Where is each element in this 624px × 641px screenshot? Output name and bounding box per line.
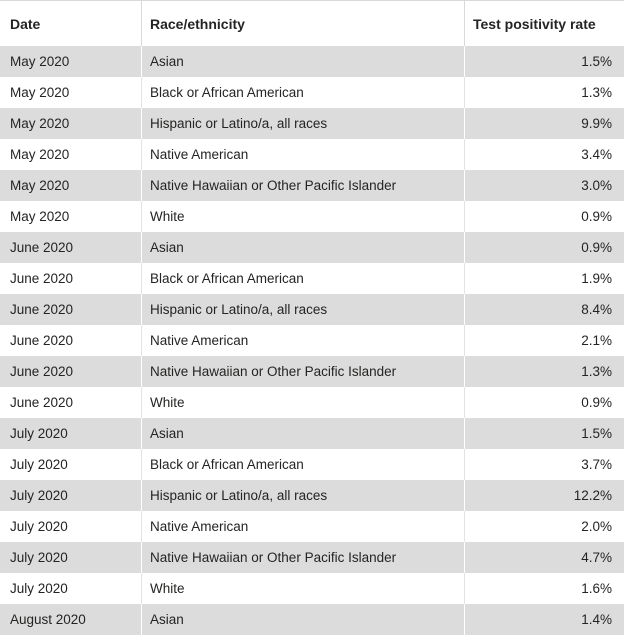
table-cell-date: May 2020	[0, 77, 141, 108]
table-row: June 2020 Hispanic or Latino/a, all races…	[0, 294, 624, 325]
table-cell-race: Hispanic or Latino/a, all races	[141, 108, 464, 139]
table-cell-race: Hispanic or Latino/a, all races	[141, 294, 464, 325]
table-row: July 2020 Native Hawaiian or Other Pacifi…	[0, 542, 624, 573]
table-row: May 2020 Black or African American 1.3%	[0, 77, 624, 108]
table-cell-rate: 0.9%	[464, 232, 624, 263]
table-cell-race: Asian	[141, 232, 464, 263]
table-cell-rate: 0.9%	[464, 201, 624, 232]
table-cell-rate: 2.1%	[464, 325, 624, 356]
table-cell-race: Asian	[141, 418, 464, 449]
table-body: May 2020 Asian 1.5% May 2020 Black or Africa…	[0, 46, 624, 635]
table-row: June 2020 Asian 0.9%	[0, 232, 624, 263]
table-cell-rate: 8.4%	[464, 294, 624, 325]
column-header-race-ethnicity[interactable]: Race/ethnicity	[141, 1, 464, 46]
table-cell-date: June 2020	[0, 356, 141, 387]
table-cell-date: May 2020	[0, 170, 141, 201]
table-cell-rate: 9.9%	[464, 108, 624, 139]
table-cell-rate: 1.6%	[464, 573, 624, 604]
table-cell-date: June 2020	[0, 387, 141, 418]
table-cell-date: August 2020	[0, 604, 141, 635]
table-row: July 2020 Hispanic or Latino/a, all races…	[0, 480, 624, 511]
table-cell-date: July 2020	[0, 480, 141, 511]
table-cell-race: White	[141, 573, 464, 604]
table-row: June 2020 Black or African American 1.9%	[0, 263, 624, 294]
table-cell-rate: 1.3%	[464, 356, 624, 387]
table-row: June 2020 Native Hawaiian or Other Pacifi…	[0, 356, 624, 387]
table-cell-date: July 2020	[0, 511, 141, 542]
table-cell-date: July 2020	[0, 542, 141, 573]
table-cell-rate: 1.4%	[464, 604, 624, 635]
table-cell-race: Native American	[141, 139, 464, 170]
table-cell-rate: 1.3%	[464, 77, 624, 108]
table-cell-race: White	[141, 201, 464, 232]
table-cell-date: July 2020	[0, 573, 141, 604]
table-row: June 2020 White 0.9%	[0, 387, 624, 418]
table-cell-date: May 2020	[0, 108, 141, 139]
table-row: May 2020 Hispanic or Latino/a, all races 9…	[0, 108, 624, 139]
table-cell-rate: 12.2%	[464, 480, 624, 511]
table-row: May 2020 Native Hawaiian or Other Pacific…	[0, 170, 624, 201]
table-cell-race: White	[141, 387, 464, 418]
table-cell-rate: 0.9%	[464, 387, 624, 418]
table-cell-rate: 3.7%	[464, 449, 624, 480]
table-cell-date: May 2020	[0, 201, 141, 232]
table-row: July 2020 Asian 1.5%	[0, 418, 624, 449]
table-row: May 2020 Native American 3.4%	[0, 139, 624, 170]
table-cell-race: Native Hawaiian or Other Pacific Islande…	[141, 356, 464, 387]
table-cell-date: June 2020	[0, 325, 141, 356]
table-cell-rate: 3.0%	[464, 170, 624, 201]
table-cell-race: Asian	[141, 604, 464, 635]
table-cell-race: Hispanic or Latino/a, all races	[141, 480, 464, 511]
table-header-row: Date Race/ethnicity Test positivity rate	[0, 1, 624, 46]
table-cell-date: June 2020	[0, 294, 141, 325]
table-row: June 2020 Native American 2.1%	[0, 325, 624, 356]
table-cell-race: Native American	[141, 325, 464, 356]
table-row: July 2020 White 1.6%	[0, 573, 624, 604]
table-cell-race: Native Hawaiian or Other Pacific Islande…	[141, 170, 464, 201]
table-cell-race: Asian	[141, 46, 464, 77]
table-cell-race: Black or African American	[141, 77, 464, 108]
table-cell-date: July 2020	[0, 418, 141, 449]
table-cell-rate: 1.9%	[464, 263, 624, 294]
column-header-test-positivity-rate[interactable]: Test positivity rate	[464, 1, 624, 46]
table-cell-rate: 1.5%	[464, 46, 624, 77]
table-cell-rate: 3.4%	[464, 139, 624, 170]
table-row: August 2020 Asian 1.4%	[0, 604, 624, 635]
table-cell-race: Black or African American	[141, 449, 464, 480]
table-cell-rate: 2.0%	[464, 511, 624, 542]
table-cell-rate: 4.7%	[464, 542, 624, 573]
table-row: July 2020 Black or African American 3.7%	[0, 449, 624, 480]
table-row: May 2020 White 0.9%	[0, 201, 624, 232]
table-cell-rate: 1.5%	[464, 418, 624, 449]
table-cell-date: July 2020	[0, 449, 141, 480]
table-cell-date: June 2020	[0, 232, 141, 263]
table-cell-date: June 2020	[0, 263, 141, 294]
table-cell-date: May 2020	[0, 46, 141, 77]
table-cell-date: May 2020	[0, 139, 141, 170]
table-cell-race: Native Hawaiian or Other Pacific Islande…	[141, 542, 464, 573]
table-cell-race: Black or African American	[141, 263, 464, 294]
table-cell-race: Native American	[141, 511, 464, 542]
column-header-date[interactable]: Date	[10, 15, 41, 32]
table-row: July 2020 Native American 2.0%	[0, 511, 624, 542]
table-row: May 2020 Asian 1.5%	[0, 46, 624, 77]
